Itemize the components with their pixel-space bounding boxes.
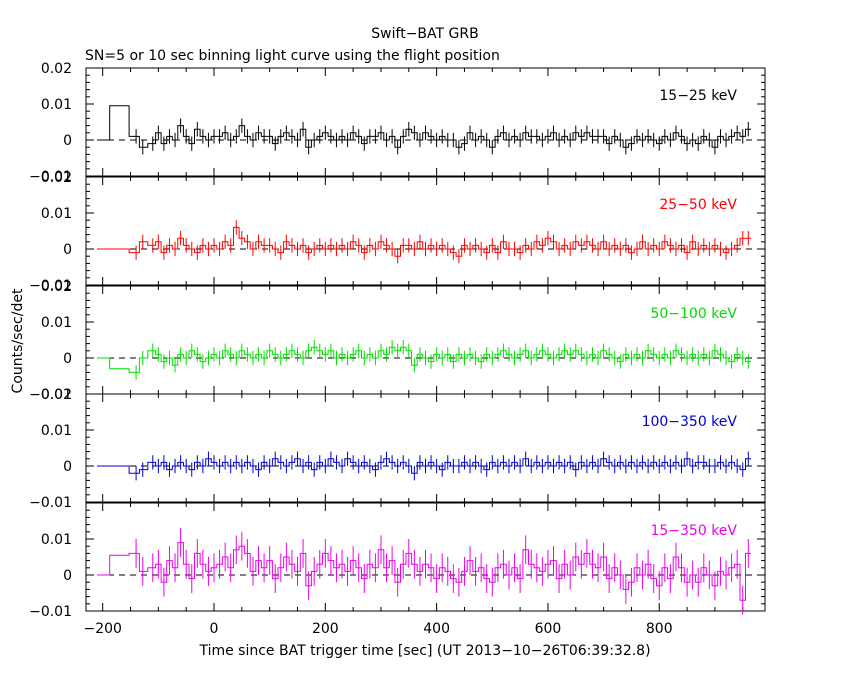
figure-title: Swift−BAT GRB: [371, 26, 478, 42]
y-tick-label: 0.02: [41, 170, 72, 186]
panel-frame: [85, 176, 766, 286]
panel-frame: [85, 502, 766, 612]
panel-frame: [85, 67, 766, 177]
panel-100-350-kev: −0.01 0 0.01 0.02 100−350 keV: [29, 387, 766, 511]
band-label: 15−350 keV: [650, 523, 737, 539]
light-curve-line: [97, 542, 752, 601]
y-tick-label: 0: [63, 242, 72, 258]
y-tick-label: −0.01: [29, 278, 72, 294]
x-tick-label: 600: [535, 621, 562, 637]
band-label: 25−50 keV: [659, 197, 737, 213]
panel-25-50-kev: −0.01 0 0.01 0.02 25−50 keV: [29, 170, 766, 294]
y-tick-label: 0: [63, 133, 72, 149]
y-tick-label: 0: [63, 351, 72, 367]
panel-frame: [85, 285, 766, 395]
figure-subtitle: SN=5 or 10 sec binning light curve using…: [85, 48, 500, 64]
panel-50-100-kev: −0.01 0 0.01 0.02 50−100 keV: [29, 279, 766, 403]
panel-15-25-kev: −0.01 0 0.01 0.02 15−25 keV: [29, 61, 766, 185]
y-tick-label: 0: [63, 459, 72, 475]
light-curve-line: [97, 105, 752, 148]
panel-15-350-kev: −0.01 0 0.01 −200 0 200 400 600 800 15−350 keV: [29, 502, 766, 637]
band-label: 50−100 keV: [650, 306, 737, 322]
y-tick-label: −0.01: [29, 387, 72, 403]
light-curve-line: [97, 226, 752, 257]
y-tick-label: −0.01: [29, 169, 72, 185]
y-axis-label: Counts/sec/det: [10, 288, 26, 393]
light-curve-line: [97, 346, 752, 373]
x-tick-label: 400: [423, 621, 450, 637]
band-label: 15−25 keV: [659, 88, 737, 104]
y-tick-label: 0.01: [41, 532, 72, 548]
y-tick-label: −0.01: [29, 604, 72, 620]
y-tick-label: 0.02: [41, 61, 72, 77]
y-tick-label: 0: [63, 568, 72, 584]
y-tick-label: 0.02: [41, 279, 72, 295]
x-tick-label: 800: [646, 621, 673, 637]
y-tick-label: −0.01: [29, 495, 72, 511]
y-tick-label: 0.01: [41, 97, 72, 113]
panel-frame: [85, 393, 766, 503]
x-tick-label: 0: [210, 621, 219, 637]
band-label: 100−350 keV: [642, 414, 738, 430]
y-tick-label: 0.02: [41, 387, 72, 403]
x-axis-label: Time since BAT trigger time [sec] (UT 20…: [198, 643, 650, 659]
y-tick-label: 0.01: [41, 315, 72, 331]
panels: −0.01 0 0.01 0.02 15−25 keV −0.01 0 0.01 0.02 25−…: [29, 61, 766, 637]
x-tick-label: −200: [83, 621, 121, 637]
y-tick-label: 0.01: [41, 206, 72, 222]
x-tick-label: 200: [312, 621, 339, 637]
y-tick-label: 0.01: [41, 423, 72, 439]
